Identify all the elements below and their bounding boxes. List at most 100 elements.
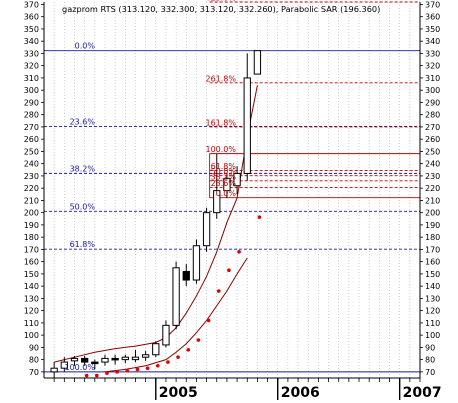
left-y-tick-label: 240 bbox=[24, 160, 39, 169]
candle-body bbox=[50, 367, 58, 373]
right-y-tick-label: 230 bbox=[425, 172, 440, 181]
right-y-tick-label: 270 bbox=[425, 123, 440, 132]
left-y-tick-label: 280 bbox=[24, 111, 39, 120]
candle-body bbox=[233, 172, 241, 187]
candle-body bbox=[253, 50, 262, 75]
fib-right-label: 261.8% bbox=[205, 74, 236, 83]
fib-right-label: 23.6% bbox=[211, 179, 237, 188]
candle-body bbox=[121, 356, 129, 361]
left-y-tick-label: 320 bbox=[24, 62, 39, 71]
right-y-tick-label: 220 bbox=[425, 184, 440, 193]
right-y-tick-label: 130 bbox=[425, 294, 440, 303]
left-y-tick-label: 100 bbox=[24, 331, 39, 340]
left-y-tick-label: 70 bbox=[29, 368, 39, 377]
candle-body bbox=[70, 357, 79, 362]
right-y-tick-label: 240 bbox=[425, 160, 440, 169]
candle-body bbox=[111, 357, 119, 361]
fib-right-label: 61.8% bbox=[211, 162, 237, 171]
sar-dot bbox=[227, 268, 231, 273]
fib-right-label: 0.0% bbox=[216, 189, 237, 198]
left-y-tick-label: 350 bbox=[24, 25, 39, 34]
right-y-tick-label: 70 bbox=[425, 368, 435, 377]
left-y-tick-label: 330 bbox=[24, 49, 39, 58]
candle-body bbox=[60, 361, 68, 369]
left-y-tick-label: 220 bbox=[24, 184, 39, 193]
right-y-tick-label: 340 bbox=[425, 37, 440, 46]
fib-left-label: 50.0% bbox=[70, 202, 96, 211]
left-y-tick-label: 370 bbox=[24, 0, 39, 9]
candle-body bbox=[202, 212, 211, 247]
sar-dot bbox=[125, 368, 130, 373]
sar-dot bbox=[105, 371, 109, 375]
right-y-tick-label: 190 bbox=[425, 221, 440, 230]
left-y-tick-label: 160 bbox=[24, 258, 39, 267]
chart-title: gazprom RTS (313.120, 332.300, 313.120, … bbox=[62, 4, 380, 14]
right-y-tick-label: 80 bbox=[425, 356, 435, 365]
left-y-tick-label: 170 bbox=[24, 245, 39, 254]
candle-body bbox=[152, 343, 160, 356]
moving-average-line bbox=[54, 85, 258, 363]
candle-body bbox=[172, 267, 180, 326]
sar-dot bbox=[135, 367, 140, 372]
x-time-label: 2006 bbox=[281, 385, 320, 401]
sar-dot bbox=[166, 360, 170, 364]
fib-left-label: 23.6% bbox=[70, 117, 96, 126]
left-y-tick-label: 200 bbox=[24, 209, 39, 218]
x-time-label: 2007 bbox=[403, 385, 442, 401]
right-y-tick-label: 110 bbox=[425, 319, 440, 328]
left-y-tick-label: 230 bbox=[24, 172, 39, 181]
candle-body bbox=[243, 77, 251, 174]
right-y-tick-label: 290 bbox=[425, 98, 440, 107]
right-y-tick-label: 250 bbox=[425, 147, 440, 156]
left-y-tick-label: 290 bbox=[24, 98, 39, 107]
right-y-tick-label: 160 bbox=[425, 258, 440, 267]
left-y-tick-label: 270 bbox=[24, 123, 39, 132]
left-y-tick-label: 310 bbox=[24, 74, 39, 83]
right-y-tick-label: 330 bbox=[425, 49, 440, 58]
sar-dot bbox=[196, 338, 201, 342]
right-y-tick-label: 210 bbox=[425, 196, 440, 205]
right-y-tick-label: 200 bbox=[425, 209, 440, 218]
x-time-label: 2005 bbox=[159, 385, 198, 401]
sar-dot bbox=[186, 348, 191, 352]
right-y-tick-label: 100 bbox=[425, 331, 440, 340]
left-y-tick-label: 190 bbox=[24, 221, 39, 230]
axes bbox=[41, 2, 423, 400]
candle-body bbox=[131, 356, 140, 361]
parabolic-sar bbox=[84, 215, 262, 378]
right-y-tick-label: 170 bbox=[425, 245, 440, 254]
fib-right-label: 423.6% bbox=[205, 0, 236, 3]
left-y-tick-label: 250 bbox=[24, 147, 39, 156]
candle-body bbox=[182, 270, 190, 281]
candle-body bbox=[192, 245, 201, 281]
left-y-tick-label: 340 bbox=[24, 37, 39, 46]
right-y-tick-label: 350 bbox=[425, 25, 440, 34]
right-y-tick-label: 360 bbox=[425, 13, 440, 22]
sar-dot bbox=[155, 363, 160, 368]
left-y-tick-label: 90 bbox=[29, 343, 39, 352]
left-y-tick-label: 210 bbox=[24, 196, 39, 205]
sar-dot bbox=[176, 355, 180, 359]
fib-right-label: 38.2% bbox=[211, 172, 237, 181]
sar-dot bbox=[95, 373, 99, 378]
candle-body bbox=[162, 324, 170, 346]
sar-dot bbox=[115, 370, 119, 374]
lower-average-line bbox=[104, 257, 248, 373]
right-y-tick-label: 310 bbox=[425, 74, 440, 83]
candle-body bbox=[223, 177, 231, 192]
candle-body bbox=[213, 190, 221, 214]
fib-right-label: 100.0% bbox=[205, 145, 236, 154]
fib-right-label: 50.0% bbox=[211, 167, 237, 176]
candles bbox=[50, 50, 262, 378]
right-y-tick-label: 300 bbox=[425, 86, 440, 95]
right-y-tick-label: 370 bbox=[425, 0, 440, 9]
right-y-tick-label: 90 bbox=[425, 343, 435, 352]
left-y-tick-label: 260 bbox=[24, 135, 39, 144]
right-y-tick-label: 180 bbox=[425, 233, 440, 242]
sar-dot bbox=[206, 318, 211, 323]
sar-dot bbox=[257, 215, 262, 219]
sar-dot bbox=[145, 366, 150, 371]
right-y-tick-label: 140 bbox=[425, 282, 440, 291]
